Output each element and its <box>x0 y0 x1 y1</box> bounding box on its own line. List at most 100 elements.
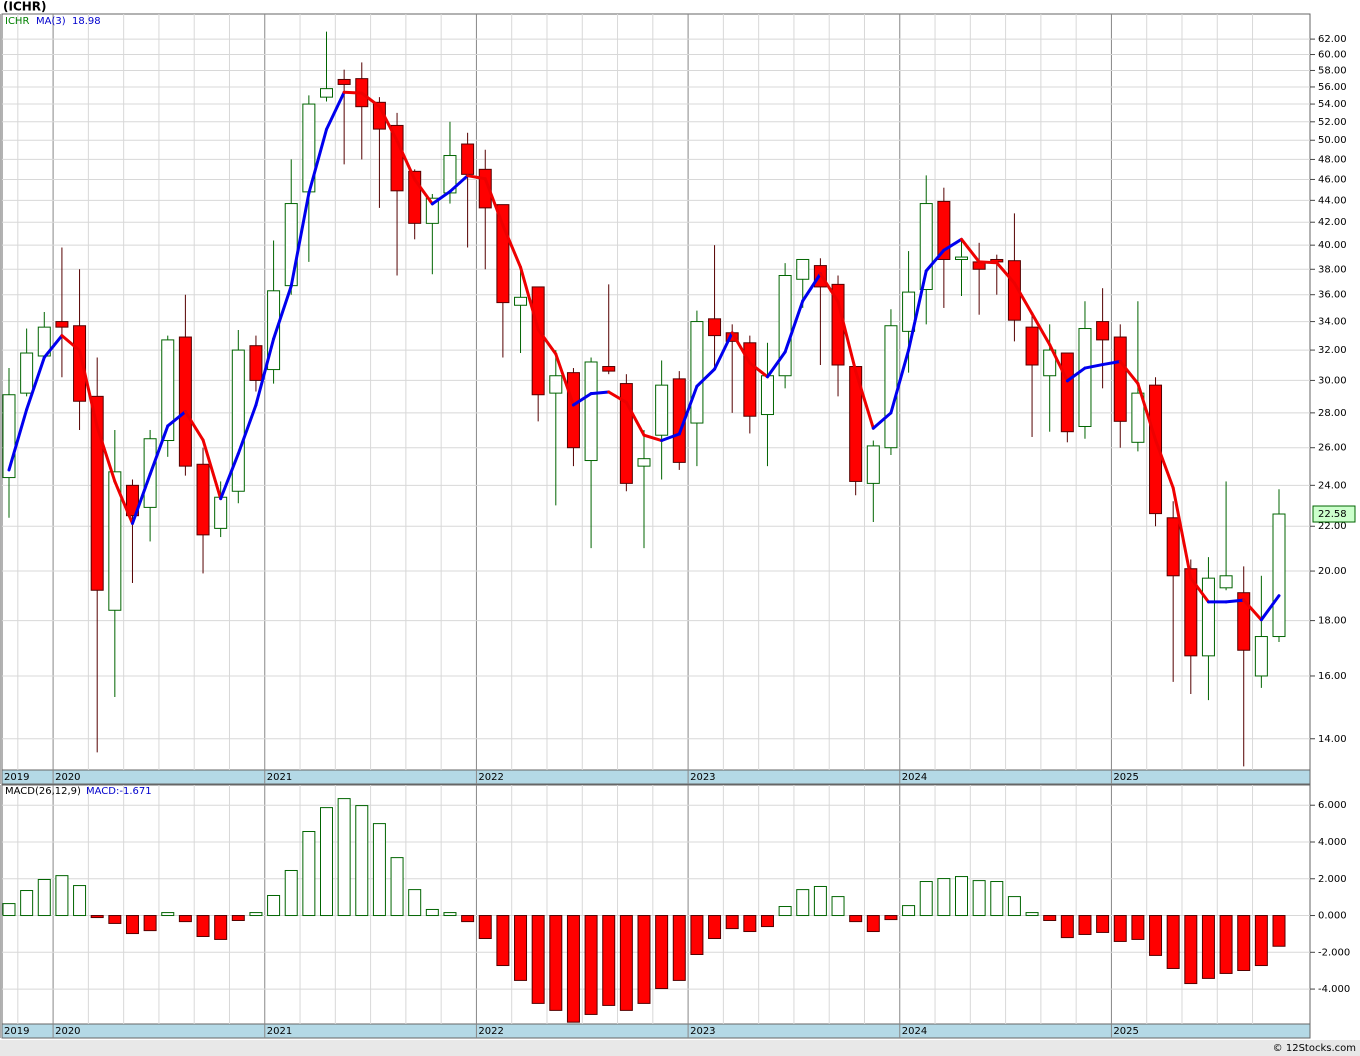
ma-segment <box>501 223 523 269</box>
macd-bar-pos <box>37 878 51 917</box>
x-tick-label: 2025 <box>1113 1026 1138 1037</box>
macd-bar-pos <box>902 905 916 917</box>
ma-segment <box>7 408 29 472</box>
candle-up <box>108 471 122 611</box>
ma-segment <box>289 191 311 288</box>
legend-ma-value: 18.98 <box>72 16 101 27</box>
macd-bar-pos <box>161 912 175 917</box>
ma-segment <box>765 350 787 379</box>
macd-bar-neg <box>1201 915 1215 979</box>
ma-segment <box>1118 360 1140 386</box>
macd-bar-neg <box>1254 915 1268 967</box>
last-price-label: 22.58 <box>1318 509 1347 520</box>
y-tick-label: 52.00 <box>1318 117 1347 128</box>
candle-up <box>161 339 175 442</box>
candle-down <box>496 204 510 304</box>
macd-bar-neg <box>584 915 598 1015</box>
macd-bar-neg <box>1078 915 1092 935</box>
x-tick-label: 2024 <box>902 1026 927 1037</box>
ma-segment <box>1189 576 1210 604</box>
macd-bar-neg <box>90 915 104 919</box>
macd-bar-pos <box>55 875 69 917</box>
y-tick-label: 0.000 <box>1318 911 1347 922</box>
ma-segment <box>783 299 805 354</box>
y-tick-label: 48.00 <box>1318 154 1347 165</box>
macd-bar-pos <box>408 889 422 917</box>
candle-down <box>337 78 351 85</box>
macd-bar-neg <box>478 915 492 940</box>
ma-segment <box>360 91 381 108</box>
macd-bar-pos <box>937 878 951 917</box>
y-tick-label: 2.000 <box>1318 874 1347 885</box>
ma-segment <box>413 177 434 206</box>
macd-bar-neg <box>743 915 757 933</box>
ma-segment <box>377 104 399 143</box>
macd-bar-pos <box>919 881 933 917</box>
ma-segment <box>130 472 152 525</box>
ma-segment <box>483 177 505 227</box>
macd-bar-neg <box>690 915 704 956</box>
y-tick-label: 28.00 <box>1318 408 1347 419</box>
y-tick-label: -4.000 <box>1318 984 1350 995</box>
ma-segment <box>695 367 717 388</box>
macd-bar-neg <box>1060 915 1074 939</box>
y-tick-label: 38.00 <box>1318 264 1347 275</box>
candle-down <box>566 372 580 449</box>
macd-bar-pos <box>778 906 792 917</box>
ma-segment <box>25 355 46 412</box>
macd-bar-pos <box>355 805 369 917</box>
ma-segment <box>995 261 1016 285</box>
date-band <box>1 769 1311 785</box>
macd-bar-neg <box>672 915 686 981</box>
candle-down <box>73 325 87 402</box>
y-tick-label: 50.00 <box>1318 135 1347 146</box>
ma-segment <box>60 334 82 353</box>
x-tick-label: 2019 <box>4 772 29 783</box>
macd-bar-neg <box>1237 915 1251 972</box>
macd-bar-neg <box>231 915 245 921</box>
legend-ma-name: MA(3) <box>36 16 66 27</box>
macd-bar-pos <box>73 885 87 917</box>
macd-bar-pos <box>972 880 986 917</box>
macd-bar-pos <box>390 857 404 917</box>
candle-up <box>655 384 669 436</box>
candle-down <box>1060 352 1074 433</box>
ma-segment <box>977 260 999 265</box>
ma-segment <box>871 411 893 430</box>
candle-up <box>1254 636 1268 677</box>
ma-segment <box>1030 312 1052 347</box>
y-tick-label: 24.00 <box>1318 480 1347 491</box>
macd-bar-neg <box>143 915 157 932</box>
candle-down <box>1166 517 1180 577</box>
candle-down <box>937 200 951 260</box>
macd-bar-neg <box>602 915 616 1006</box>
ma-segment <box>272 284 293 341</box>
ma-segment <box>219 452 240 501</box>
x-tick-label: 2022 <box>478 1026 503 1037</box>
candle-down <box>1149 384 1163 515</box>
x-tick-label: 2021 <box>267 772 292 783</box>
x-tick-label: 2023 <box>690 772 715 783</box>
x-tick-label: 2025 <box>1113 772 1138 783</box>
y-tick-label: 16.00 <box>1318 671 1347 682</box>
macd-bar-neg <box>1184 915 1198 985</box>
y-tick-label: 60.00 <box>1318 50 1347 61</box>
ma-segment <box>166 410 187 428</box>
ma-segment <box>113 479 134 525</box>
y-tick-label: 18.00 <box>1318 616 1347 627</box>
candle-down <box>249 345 263 381</box>
ma-segment <box>430 190 452 206</box>
macd-bar-neg <box>566 915 580 1023</box>
macd-bar-neg <box>108 915 122 924</box>
ma-segment <box>660 432 681 443</box>
macd-bar-neg <box>619 915 633 1011</box>
x-tick-label: 2022 <box>478 772 503 783</box>
y-tick-label: 4.000 <box>1318 837 1347 848</box>
macd-bar-pos <box>1007 896 1021 917</box>
macd-bar-neg <box>196 915 210 937</box>
candle-down <box>1007 260 1021 321</box>
macd-bar-pos <box>20 890 34 917</box>
candle-up <box>214 496 228 529</box>
macd-bar-pos <box>955 876 968 917</box>
y-tick-label: 26.00 <box>1318 443 1347 454</box>
